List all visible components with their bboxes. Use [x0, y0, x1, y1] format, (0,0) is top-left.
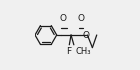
Text: O: O: [83, 31, 90, 39]
Text: F: F: [66, 47, 71, 56]
Text: CH₃: CH₃: [76, 47, 91, 56]
Text: O: O: [60, 14, 66, 23]
Text: O: O: [77, 14, 84, 23]
